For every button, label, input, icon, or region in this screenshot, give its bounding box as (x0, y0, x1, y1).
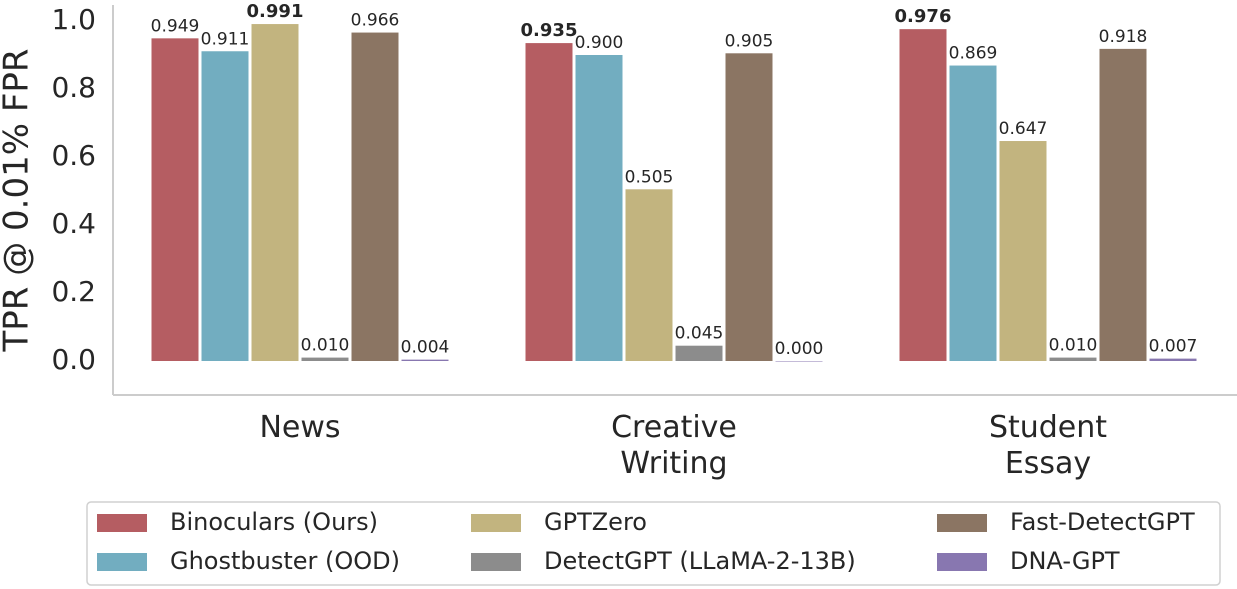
bar (201, 51, 249, 361)
bar (949, 65, 997, 361)
y-axis-label: TPR @ 0.01% FPR (0, 48, 37, 352)
legend-label: DNA-GPT (1010, 547, 1120, 575)
bar (351, 32, 399, 362)
y-tick-label: 0.6 (51, 139, 96, 172)
y-tick-label: 0.4 (51, 207, 96, 240)
bar (1099, 48, 1147, 361)
legend-swatch (471, 514, 521, 532)
legend-swatch (471, 553, 521, 571)
x-tick-label: News (259, 410, 340, 445)
legend-swatch (937, 514, 987, 532)
value-label: 0.045 (675, 324, 724, 344)
bar (1149, 358, 1197, 361)
value-label: 0.010 (1049, 336, 1098, 356)
y-tick-label: 1.0 (51, 3, 96, 36)
legend-label: DetectGPT (LLaMA-2-13B) (544, 547, 856, 575)
value-label: 0.000 (775, 339, 824, 359)
value-label: 0.010 (301, 336, 350, 356)
value-label: 0.966 (351, 11, 400, 31)
bar (525, 43, 573, 361)
legend-box (86, 501, 1221, 586)
bar (251, 24, 299, 362)
value-label: 0.007 (1149, 337, 1198, 357)
y-tick-label: 0.8 (51, 71, 96, 104)
value-label: 0.918 (1099, 27, 1148, 47)
bar (1049, 357, 1097, 361)
bar (899, 29, 947, 361)
legend-label: GPTZero (544, 508, 647, 536)
bar (401, 359, 449, 361)
value-label: 0.004 (401, 338, 450, 358)
bar (151, 38, 199, 362)
bar (675, 345, 723, 361)
value-label: 0.647 (999, 119, 1048, 139)
bar (301, 357, 349, 361)
y-tick-label: 0.0 (51, 343, 96, 376)
x-tick-label: Student Essay (989, 410, 1107, 481)
value-label: 0.505 (625, 167, 674, 187)
value-label: 0.869 (949, 44, 998, 64)
bar (575, 55, 623, 361)
bar (775, 361, 823, 362)
value-label: 0.911 (201, 29, 250, 49)
legend-swatch (97, 553, 147, 571)
y-tick-label: 0.2 (51, 275, 96, 308)
legend-swatch (937, 553, 987, 571)
legend-label: Ghostbuster (OOD) (170, 547, 400, 575)
value-label: 0.900 (575, 33, 624, 53)
value-label: 0.991 (247, 1, 304, 22)
bar (999, 141, 1047, 361)
bar (725, 53, 773, 362)
bar (625, 189, 673, 361)
legend-swatch (97, 514, 147, 532)
value-label: 0.905 (725, 31, 774, 51)
value-label: 0.949 (151, 16, 200, 36)
value-label: 0.935 (521, 20, 578, 41)
x-tick-label: Creative Writing (611, 410, 737, 481)
legend-label: Fast-DetectGPT (1010, 508, 1195, 536)
value-label: 0.976 (895, 6, 952, 27)
legend-label: Binoculars (Ours) (170, 508, 378, 536)
